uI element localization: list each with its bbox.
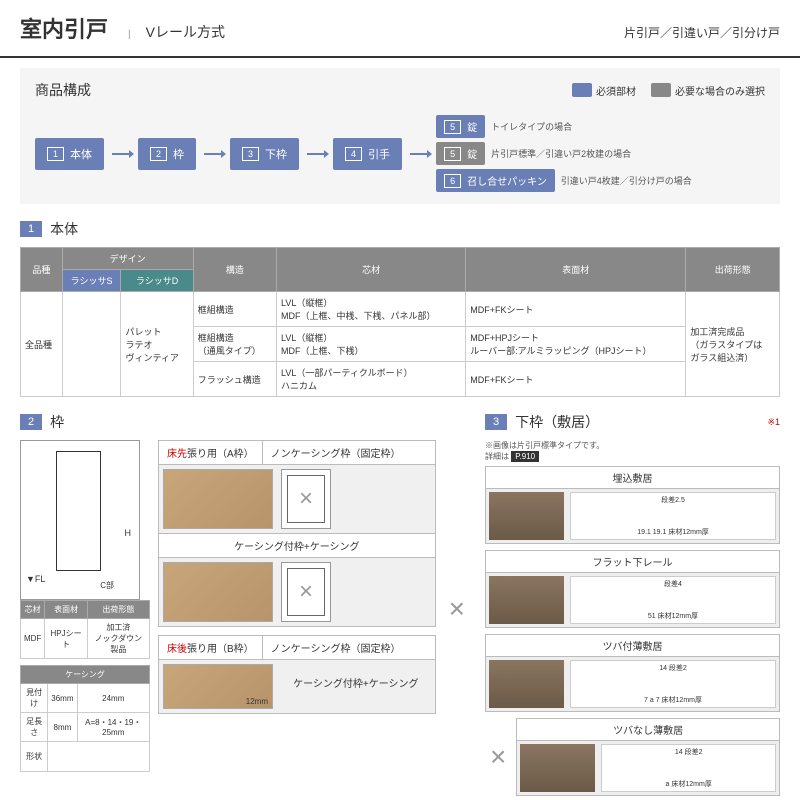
flow-arrow-icon [112,153,130,155]
cell-ship: 加工済完成品 （ガラスタイプは ガラス組込済） [686,292,780,397]
legend-required-label: 必須部材 [596,83,636,98]
sill-1: 埋込敷居 段差2.519.1 19.1 床材12mm厚 [485,466,780,544]
sill-diagram: 段差2.519.1 19.1 床材12mm厚 [570,492,776,540]
th-ship: 出荷形態 [686,248,780,292]
casing-table: ケーシング 見付け36mm24mm 足長さ8mmA=8・14・19・25mm 形… [20,665,150,772]
sill-4: ツバなし薄敷居 14 段差2a 床材12mm厚 [516,718,780,796]
flow-box-5a: 5錠 [436,115,485,138]
branch-note-2: 片引戸標準／引違い戸2枚建の場合 [491,147,631,160]
frame-group-a: 床先張り用（A枠） ノンケーシング枠（固定枠） ケーシング付枠+ケーシング [158,440,436,627]
branch-note-3: 引違い戸4枚建／引分け戸の場合 [561,174,692,187]
cell-design-d: パレット ラテオ ヴィンティア [121,292,193,397]
frame-a-label: 床先張り用（A枠） [159,441,263,464]
cell-core-1: LVL（縦框） MDF（上框、中桟、下桟、パネル部） [277,292,466,327]
section-3-column: 3 下枠（敷居） ※1 ※画像は片引戸標準タイプです。詳細は P.910 埋込敷… [485,397,780,796]
frame-cross-section [281,562,331,622]
title-separator: | [128,29,131,40]
frame-b-sub2: ケーシング付枠+ケーシング [277,660,435,713]
sill-diagram: 段差451 床材12mm厚 [570,576,776,624]
th-surface: 表面材 [466,248,686,292]
flow-box-1: 1本体 [35,138,104,170]
flow-box-5b: 5錠 [436,142,485,165]
frame-a-sub1: ノンケーシング枠（固定枠） [263,441,435,464]
sill-photo [489,660,564,708]
legend: 必須部材 必要な場合のみ選択 [572,83,765,98]
flow-arrow-icon [307,153,325,155]
frame-material-table: 芯材表面材出荷形態 MDFHPJシート加工済 ノックダウン製品 [20,600,150,659]
flow-box-4: 4引手 [333,138,402,170]
cross-icon: × [449,593,465,625]
sill-2: フラット下レール 段差451 床材12mm厚 [485,550,780,628]
body-spec-table: 品種 デザイン 構造 芯材 表面材 出荷形態 ラシッサS ラシッサD 全品種 パ… [20,247,780,397]
composition-title: 商品構成 [35,80,91,100]
sill-3: ツバ付薄敷居 14 段差27 a 7 床材12mm厚 [485,634,780,712]
composition-panel: 商品構成 必須部材 必要な場合のみ選択 1本体 2枠 3下枠 4引手 5錠トイレ… [20,68,780,204]
cell-struct-1: 框組構造 [193,292,276,327]
flow-arrow-icon [204,153,222,155]
fl-label: ▼FL [26,574,45,584]
sill-diagram: 14 段差27 a 7 床材12mm厚 [570,660,776,708]
frame-group-b: 床後張り用（B枠） ノンケーシング枠（固定枠） 12mm ケーシング付枠+ケーシ… [158,635,436,714]
page-title: 室内引戸 [20,12,108,44]
legend-swatch-required [572,83,592,97]
h-label: H [125,528,132,538]
branch-note-1: トイレタイプの場合 [491,120,572,133]
c-part-label: C部 [100,580,114,591]
frame-b-label: 床後張り用（B枠） [159,636,263,659]
cell-struct-3: フラッシュ構造 [193,362,276,397]
th-core: 芯材 [277,248,466,292]
door-types: 片引戸／引違い戸／引分け戸 [624,24,780,41]
frame-photo: 12mm [163,664,273,709]
cell-surface-3: MDF+FKシート [466,362,686,397]
sill-diagram: 14 段差2a 床材12mm厚 [601,744,776,792]
legend-swatch-optional [651,83,671,97]
frame-cross-section [281,469,331,529]
cross-icon: × [490,741,506,773]
frame-a-sub2: ケーシング付枠+ケーシング [159,534,435,557]
cell-surface-2: MDF+HPJシート ルーバー部:アルミラッピング（HPJシート） [466,327,686,362]
flow-box-6: 6召し合せパッキン [436,169,555,192]
page-ref: P.910 [511,451,539,462]
frame-photo [163,469,273,529]
th-lasissa-d: ラシッサD [121,270,193,292]
cell-species: 全品種 [21,292,63,397]
th-species: 品種 [21,248,63,292]
frame-b-sub1: ノンケーシング枠（固定枠） [263,636,435,659]
th-design: デザイン [62,248,193,270]
section-3-note: ※画像は片引戸標準タイプです。詳細は P.910 [485,440,780,462]
page-header: 室内引戸 | Vレール方式 片引戸／引違い戸／引分け戸 [0,0,800,58]
sill-photo [520,744,595,792]
cell-surface-1: MDF+FKシート [466,292,686,327]
th-lasissa-s: ラシッサS [62,270,121,292]
flow-diagram: 1本体 2枠 3下枠 4引手 5錠トイレタイプの場合 5錠片引戸標準／引違い戸2… [35,115,765,192]
flow-arrow-icon [410,153,428,155]
frame-outline-diagram: ▼FL C部 H [20,440,140,600]
th-structure: 構造 [193,248,276,292]
sill-photo [489,576,564,624]
section-num-1: 1 [20,221,42,237]
section-1-header: 1 本体 [20,219,780,239]
section-title-2: 枠 [50,412,64,432]
cell-design-s [62,292,121,397]
cell-struct-2: 框組構造 （通風タイプ） [193,327,276,362]
legend-optional-label: 必要な場合のみ選択 [675,83,765,98]
note-ref-1: ※1 [767,417,780,428]
flow-branch: 5錠トイレタイプの場合 5錠片引戸標準／引違い戸2枚建の場合 6召し合せパッキン… [436,115,692,192]
section-2-column: 2 枠 ▼FL C部 H 芯材表面材出荷形態 MDFHPJシート加工済 ノックダ… [20,397,470,796]
frame-photo [163,562,273,622]
section-title-3: 下枠（敷居） [515,412,599,432]
flow-box-2: 2枠 [138,138,196,170]
cell-core-3: LVL（一部パーティクルボード） ハニカム [277,362,466,397]
page-subtitle: Vレール方式 [146,22,225,42]
section-title-1: 本体 [50,219,78,239]
cell-core-2: LVL（縦框） MDF（上框、下桟） [277,327,466,362]
sill-photo [489,492,564,540]
section-num-3: 3 [485,414,507,430]
flow-box-3: 3下枠 [230,138,299,170]
section-num-2: 2 [20,414,42,430]
